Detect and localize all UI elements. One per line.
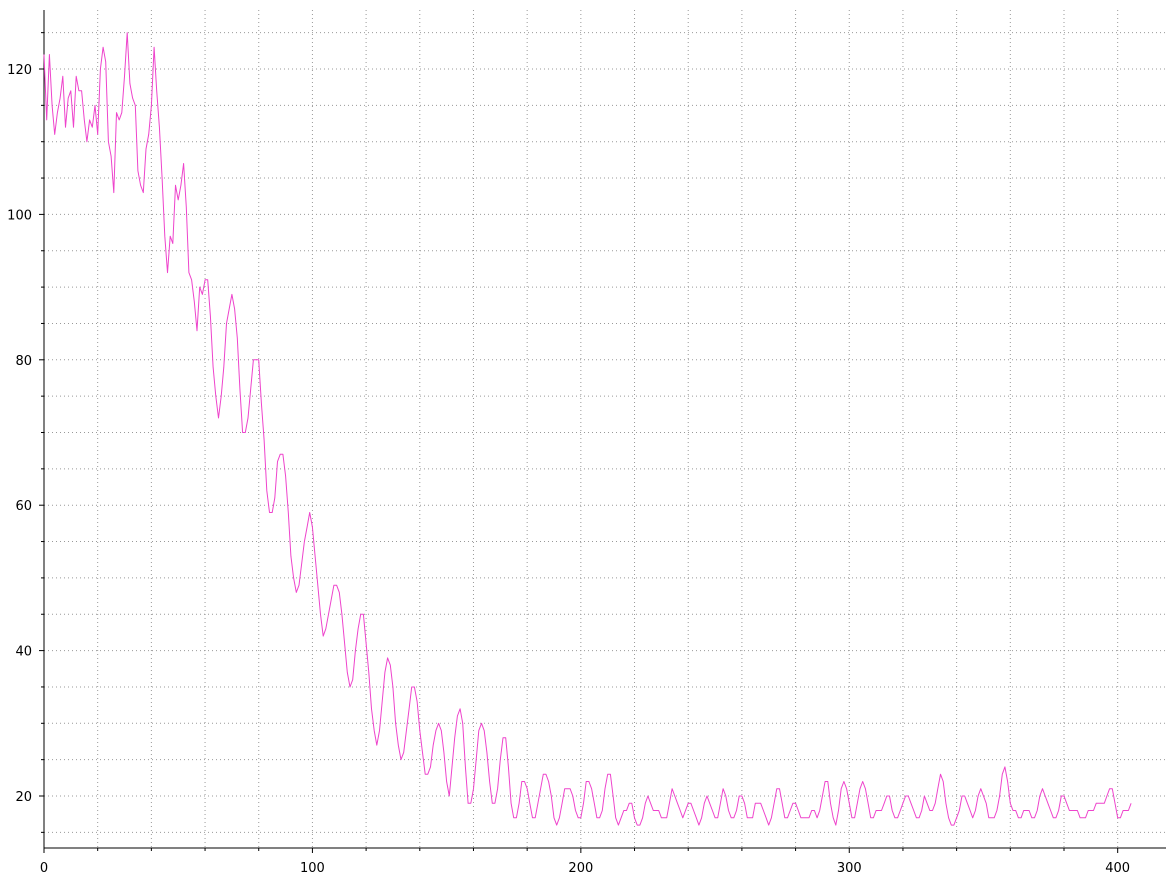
axis-ticks [39, 32, 1119, 853]
x-tick-label: 300 [837, 861, 862, 876]
y-tick-label: 60 [15, 499, 32, 514]
grid [44, 10, 1166, 848]
x-tick-label: 400 [1105, 861, 1130, 876]
y-tick-label: 20 [15, 790, 32, 805]
y-tick-label: 40 [15, 645, 32, 660]
x-tick-label: 0 [40, 861, 48, 876]
y-tick-label: 100 [7, 208, 32, 223]
x-tick-label: 200 [568, 861, 593, 876]
tick-labels: 20 40 60 80 100 120 0 100 200 300 400 [7, 63, 1130, 876]
series-layer [43, 32, 1132, 826]
y-tick-label: 80 [15, 354, 32, 369]
series-line [43, 32, 1132, 826]
axes [43, 10, 1166, 849]
x-tick-label: 100 [300, 861, 325, 876]
y-tick-label: 120 [7, 63, 32, 78]
